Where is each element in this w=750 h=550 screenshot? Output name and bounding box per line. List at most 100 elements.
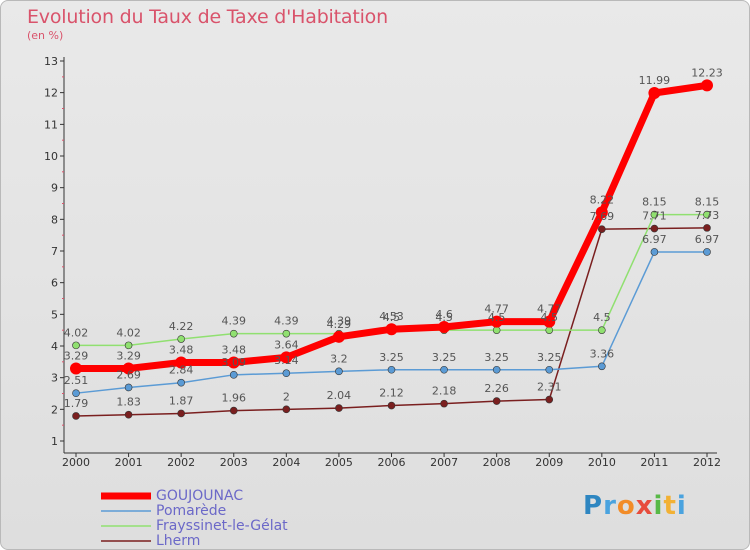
data-point-pomarede xyxy=(229,371,238,379)
data-label-pomarede: 3.25 xyxy=(537,351,562,364)
data-point-goujounac xyxy=(122,362,135,375)
data-point-frayssinet-le-gelat xyxy=(650,210,659,219)
data-label-lherm: 1.96 xyxy=(222,392,247,405)
data-label-frayssinet-le-gelat: 8.15 xyxy=(695,196,720,209)
data-point-pomarede xyxy=(545,365,554,374)
data-label-pomarede: 6.97 xyxy=(695,233,720,246)
y-tick-label: 5 xyxy=(51,308,58,321)
y-tick-label: 2 xyxy=(51,403,58,416)
data-label-lherm: 7.71 xyxy=(642,210,667,223)
data-point-goujounac xyxy=(543,315,556,328)
logo-letter: i xyxy=(653,491,664,521)
data-point-goujounac xyxy=(595,206,608,219)
x-tick-label: 2007 xyxy=(430,456,458,469)
data-point-lherm xyxy=(440,399,448,408)
x-tick-label: 2005 xyxy=(325,456,353,469)
data-point-pomarede xyxy=(387,365,396,374)
data-point-lherm xyxy=(492,397,501,405)
data-point-pomarede xyxy=(177,378,185,387)
data-point-frayssinet-le-gelat xyxy=(703,210,711,219)
data-point-frayssinet-le-gelat xyxy=(229,329,238,338)
data-label-goujounac: 4.77 xyxy=(484,303,509,316)
data-label-lherm: 2.26 xyxy=(484,382,509,395)
x-tick-label: 2011 xyxy=(640,456,668,469)
data-label-frayssinet-le-gelat: 8.15 xyxy=(642,196,667,209)
data-point-goujounac xyxy=(280,351,293,364)
data-label-lherm: 2.12 xyxy=(379,387,404,400)
data-label-pomarede: 3.25 xyxy=(484,351,509,364)
data-label-goujounac: 3.64 xyxy=(274,338,299,351)
data-point-lherm xyxy=(545,395,554,404)
data-label-frayssinet-le-gelat: 4.5 xyxy=(593,311,611,324)
data-label-pomarede: 3.36 xyxy=(590,347,615,360)
data-label-lherm: 2.04 xyxy=(327,389,352,402)
x-tick-label: 2012 xyxy=(693,456,721,469)
data-label-frayssinet-le-gelat: 4.22 xyxy=(169,320,194,333)
unit-label: (en %) xyxy=(27,29,64,42)
data-label-goujounac: 4.29 xyxy=(327,318,352,331)
data-point-pomarede xyxy=(703,248,711,256)
data-point-lherm xyxy=(229,406,238,415)
data-point-frayssinet-le-gelat xyxy=(492,326,501,334)
legend-label-pomarede: Pomarède xyxy=(156,503,227,519)
y-tick-label: 11 xyxy=(44,118,58,131)
data-label-lherm: 7.73 xyxy=(695,209,720,222)
logo-letter: o xyxy=(616,491,636,521)
data-point-lherm xyxy=(72,412,80,420)
data-point-goujounac xyxy=(701,79,713,92)
data-label-pomarede: 3.2 xyxy=(330,352,348,365)
data-label-frayssinet-le-gelat: 4.02 xyxy=(64,326,89,339)
data-point-pomarede xyxy=(598,362,606,371)
data-point-frayssinet-le-gelat xyxy=(72,341,80,350)
data-point-pomarede xyxy=(335,367,343,376)
x-tick-label: 2010 xyxy=(588,456,616,469)
data-point-frayssinet-le-gelat xyxy=(282,329,291,338)
data-label-pomarede: 2.69 xyxy=(116,368,141,381)
data-point-lherm xyxy=(598,225,606,233)
data-label-frayssinet-le-gelat: 4.02 xyxy=(116,326,141,339)
data-point-pomarede xyxy=(650,248,659,256)
data-label-goujounac: 11.99 xyxy=(639,74,671,87)
data-point-goujounac xyxy=(490,315,503,328)
y-tick-label: 4 xyxy=(51,340,58,353)
x-tick-label: 2003 xyxy=(220,456,248,469)
x-tick-label: 2002 xyxy=(167,456,195,469)
y-tick-label: 10 xyxy=(44,150,58,163)
data-point-goujounac xyxy=(227,356,240,369)
data-point-pomarede xyxy=(440,365,448,374)
logo-letter: r xyxy=(603,491,617,521)
data-label-lherm: 1.83 xyxy=(116,396,141,409)
data-label-goujounac: 4.77 xyxy=(537,303,562,316)
data-point-goujounac xyxy=(385,323,398,336)
data-label-lherm: 1.79 xyxy=(64,397,89,410)
logo-letter: P xyxy=(583,491,604,521)
data-label-lherm: 2.18 xyxy=(432,385,457,398)
data-label-frayssinet-le-gelat: 4.39 xyxy=(327,315,352,328)
data-label-frayssinet-le-gelat: 4.39 xyxy=(274,315,299,328)
data-point-lherm xyxy=(650,224,659,233)
data-label-frayssinet-le-gelat: 4.5 xyxy=(488,311,506,324)
data-point-goujounac xyxy=(648,86,661,99)
x-tick-label: 2008 xyxy=(483,456,511,469)
data-point-lherm xyxy=(124,410,133,419)
data-label-frayssinet-le-gelat: 4.5 xyxy=(383,311,401,324)
data-label-pomarede: 2.51 xyxy=(64,374,89,387)
chart-title: Evolution du Taux de Taxe d'Habitation xyxy=(27,6,388,28)
logo-letter: x xyxy=(635,491,654,521)
data-label-goujounac: 3.48 xyxy=(169,343,194,356)
legend-label-frayssinet-le-gelat: Frayssinet-le-Gélat xyxy=(156,518,288,534)
data-point-frayssinet-le-gelat xyxy=(598,326,606,334)
data-point-goujounac xyxy=(438,321,451,333)
y-tick-label: 7 xyxy=(51,245,58,258)
data-point-lherm xyxy=(387,401,396,410)
data-point-frayssinet-le-gelat xyxy=(177,335,185,343)
y-tick-label: 9 xyxy=(51,182,58,195)
logo-letter: i xyxy=(676,491,687,521)
data-label-frayssinet-le-gelat: 4.39 xyxy=(222,315,247,328)
data-label-goujounac: 3.29 xyxy=(116,349,141,362)
y-tick-label: 8 xyxy=(51,213,58,226)
data-label-goujounac: 12.23 xyxy=(691,66,723,79)
data-label-lherm: 2.31 xyxy=(537,381,562,394)
